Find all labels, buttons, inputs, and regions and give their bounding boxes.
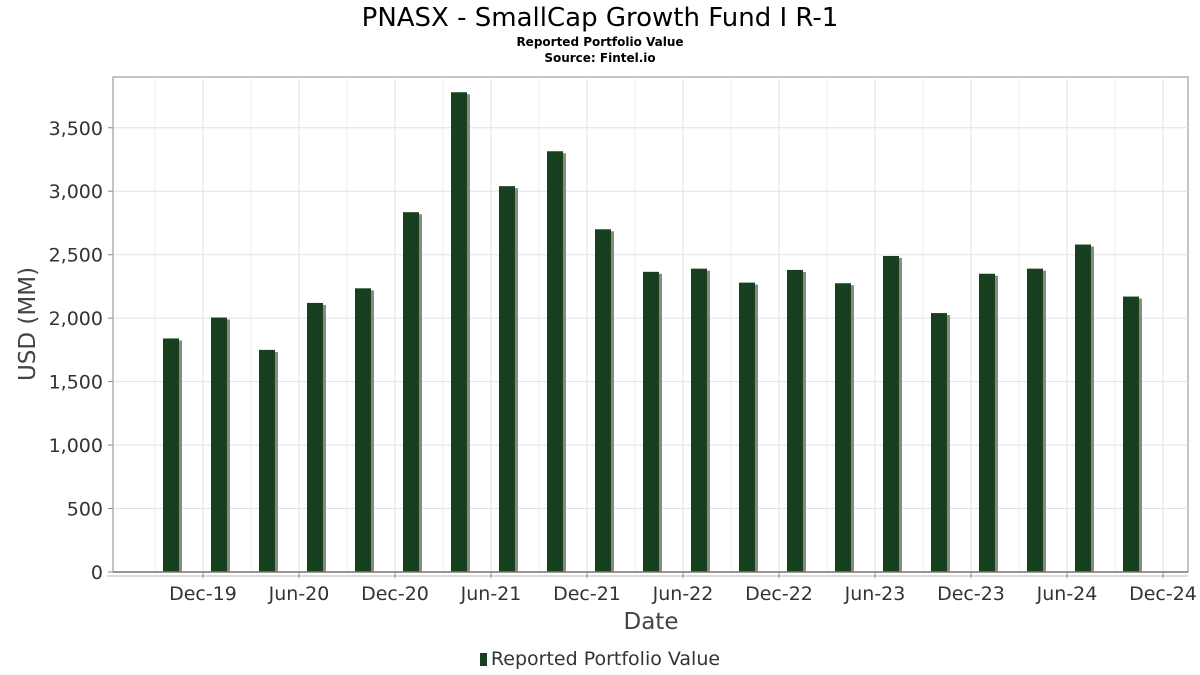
legend-swatch: [479, 653, 487, 666]
y-tick-label: 3,000: [49, 181, 103, 203]
bar: [931, 313, 947, 572]
legend-label: Reported Portfolio Value: [490, 648, 721, 670]
x-tick-label: Jun-23: [844, 583, 906, 605]
y-tick-label: 2,000: [49, 308, 103, 330]
x-tick-label: Dec-24: [1129, 583, 1197, 605]
x-tick-label: Dec-22: [745, 583, 813, 605]
x-tick-label: Dec-21: [553, 583, 621, 605]
bar: [259, 349, 275, 572]
y-tick-label: 3,500: [49, 118, 103, 140]
y-tick-label: 0: [91, 562, 103, 584]
x-tick-label: Jun-24: [1036, 583, 1098, 605]
bar: [595, 229, 611, 573]
legend: Reported Portfolio Value: [0, 648, 1200, 670]
bar: [403, 212, 419, 572]
bar: [547, 151, 563, 572]
bar: [691, 268, 707, 572]
chart-source: Source: Fintel.io: [544, 51, 656, 65]
x-tick-label: Dec-23: [937, 583, 1005, 605]
x-tick-label: Dec-19: [169, 583, 237, 605]
bar: [499, 186, 515, 572]
x-tick-label: Jun-20: [268, 583, 330, 605]
y-tick-label: 1,000: [49, 435, 103, 457]
bar: [355, 288, 371, 572]
chart-subtitle: Reported Portfolio Value: [516, 35, 684, 49]
x-tick-label: Jun-21: [460, 583, 522, 605]
bar: [787, 269, 803, 572]
bar: [835, 283, 851, 572]
y-tick-label: 500: [67, 499, 103, 521]
bar: [1123, 296, 1139, 572]
y-axis-label: USD (MM): [15, 266, 41, 382]
bar: [739, 282, 755, 572]
bar: [211, 317, 227, 572]
y-tick-label: 1,500: [49, 372, 103, 394]
x-axis-label: Date: [623, 609, 679, 635]
bar: [883, 255, 899, 572]
bar: [1075, 244, 1091, 573]
bar: [643, 271, 659, 572]
bar: [163, 338, 179, 572]
bar: [307, 302, 323, 572]
y-tick-label: 2,500: [49, 245, 103, 267]
bar: [979, 273, 995, 572]
chart-title: PNASX - SmallCap Growth Fund I R-1: [361, 3, 839, 33]
x-tick-label: Dec-20: [361, 583, 429, 605]
bar: [1027, 268, 1043, 572]
bar: [451, 92, 467, 572]
x-tick-label: Jun-22: [652, 583, 714, 605]
